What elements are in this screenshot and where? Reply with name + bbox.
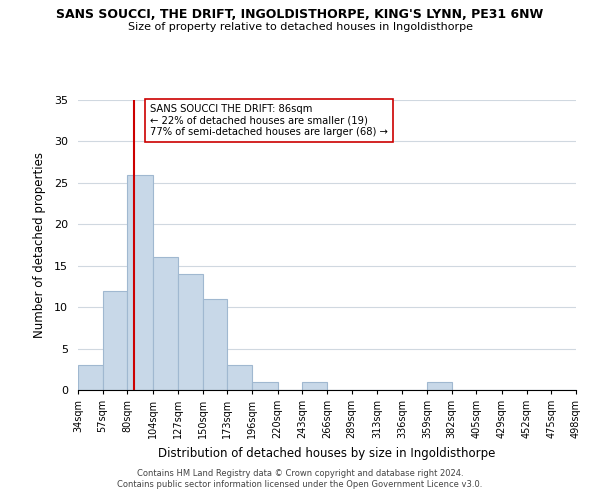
Bar	[427, 382, 452, 390]
X-axis label: Distribution of detached houses by size in Ingoldisthorpe: Distribution of detached houses by size …	[158, 446, 496, 460]
Bar	[227, 365, 252, 390]
Y-axis label: Number of detached properties: Number of detached properties	[33, 152, 46, 338]
Bar	[127, 174, 153, 390]
Bar	[302, 382, 327, 390]
Bar	[252, 382, 278, 390]
Text: SANS SOUCCI, THE DRIFT, INGOLDISTHORPE, KING'S LYNN, PE31 6NW: SANS SOUCCI, THE DRIFT, INGOLDISTHORPE, …	[56, 8, 544, 20]
Text: SANS SOUCCI THE DRIFT: 86sqm
← 22% of detached houses are smaller (19)
77% of se: SANS SOUCCI THE DRIFT: 86sqm ← 22% of de…	[150, 104, 388, 138]
Bar	[103, 290, 127, 390]
Text: Size of property relative to detached houses in Ingoldisthorpe: Size of property relative to detached ho…	[128, 22, 473, 32]
Text: Contains HM Land Registry data © Crown copyright and database right 2024.: Contains HM Land Registry data © Crown c…	[137, 468, 463, 477]
Bar	[178, 274, 203, 390]
Bar	[153, 258, 178, 390]
Text: Contains public sector information licensed under the Open Government Licence v3: Contains public sector information licen…	[118, 480, 482, 489]
Bar	[78, 365, 103, 390]
Bar	[203, 299, 227, 390]
